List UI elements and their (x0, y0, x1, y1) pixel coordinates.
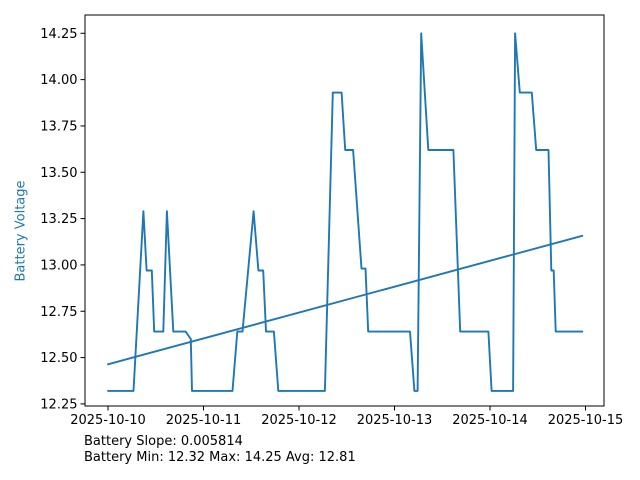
y-tick-label: 14.00 (40, 73, 77, 88)
y-tick-label: 12.75 (40, 305, 77, 320)
y-tick-label: 12.25 (40, 397, 77, 412)
x-tick-label: 2025-10-10 (70, 413, 146, 428)
y-tick-label: 13.25 (40, 212, 77, 227)
y-tick-label: 13.00 (40, 258, 77, 273)
x-tick-label: 2025-10-14 (452, 413, 528, 428)
y-tick-label: 13.50 (40, 166, 77, 181)
annotation-stats-text: Battery Min: 12.32 Max: 14.25 Avg: 12.81 (84, 450, 356, 465)
y-tick-label: 12.50 (40, 351, 77, 366)
y-tick-label: 14.25 (40, 27, 77, 42)
y-tick-label: 13.75 (40, 119, 77, 134)
plot-frame (84, 14, 605, 407)
x-tick-label: 2025-10-11 (166, 413, 242, 428)
x-tick-label: 2025-10-12 (261, 413, 337, 428)
x-tick-label: 2025-10-15 (548, 413, 624, 428)
annotation-slope-text: Battery Slope: 0.005814 (84, 434, 243, 449)
x-tick-label: 2025-10-13 (357, 413, 433, 428)
y-axis-label: Battery Voltage (13, 180, 29, 282)
trend-line (107, 234, 584, 366)
voltage-line (107, 32, 584, 392)
